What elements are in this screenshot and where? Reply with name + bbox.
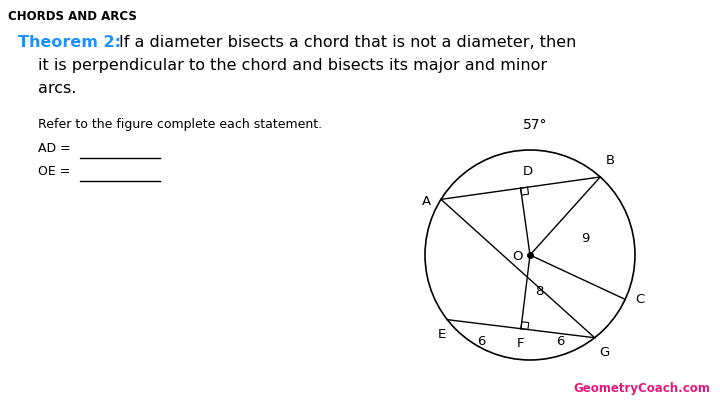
Text: CHORDS AND ARCS: CHORDS AND ARCS bbox=[8, 10, 137, 23]
Text: 6: 6 bbox=[557, 335, 565, 348]
Text: GeometryCoach.com: GeometryCoach.com bbox=[573, 382, 710, 395]
Text: If a diameter bisects a chord that is not a diameter, then: If a diameter bisects a chord that is no… bbox=[119, 35, 577, 50]
Text: E: E bbox=[438, 328, 446, 341]
Text: 8: 8 bbox=[535, 286, 544, 298]
Text: 57°: 57° bbox=[523, 118, 547, 132]
Text: OE =: OE = bbox=[38, 165, 74, 178]
Text: it is perpendicular to the chord and bisects its major and minor: it is perpendicular to the chord and bis… bbox=[38, 58, 547, 73]
Text: 6: 6 bbox=[477, 335, 485, 348]
Text: F: F bbox=[517, 337, 525, 350]
Text: C: C bbox=[635, 293, 644, 306]
Text: Theorem 2:: Theorem 2: bbox=[18, 35, 121, 50]
Text: O: O bbox=[513, 251, 523, 264]
Text: B: B bbox=[606, 154, 614, 167]
Text: A: A bbox=[422, 195, 431, 208]
Text: G: G bbox=[600, 346, 610, 359]
Text: D: D bbox=[523, 165, 533, 178]
Text: 9: 9 bbox=[581, 232, 589, 245]
Text: AD =: AD = bbox=[38, 142, 75, 155]
Text: arcs.: arcs. bbox=[38, 81, 76, 96]
Text: Refer to the figure complete each statement.: Refer to the figure complete each statem… bbox=[38, 118, 322, 131]
